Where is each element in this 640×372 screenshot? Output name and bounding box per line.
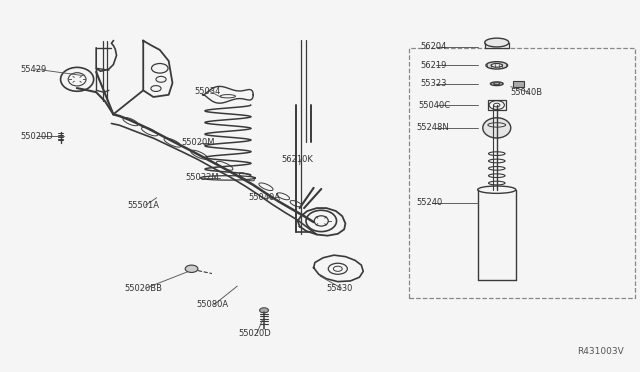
Text: 55501A: 55501A	[127, 201, 159, 210]
Ellipse shape	[483, 118, 511, 138]
Ellipse shape	[490, 82, 503, 86]
Text: 56219: 56219	[420, 61, 447, 70]
Text: 55040C: 55040C	[419, 100, 451, 110]
Text: 56210K: 56210K	[282, 155, 314, 164]
Text: 55240: 55240	[417, 198, 443, 207]
Bar	[513, 81, 524, 87]
Text: 55248N: 55248N	[417, 124, 449, 132]
Text: 55032M: 55032M	[185, 173, 219, 182]
Text: 55020D: 55020D	[239, 328, 271, 338]
Bar	[488, 100, 506, 110]
Ellipse shape	[491, 64, 502, 67]
Text: 55080A: 55080A	[196, 300, 228, 309]
Circle shape	[185, 265, 198, 272]
Text: 55020D: 55020D	[20, 132, 52, 141]
Text: 55040B: 55040B	[511, 88, 543, 97]
Text: 55040A: 55040A	[249, 193, 281, 202]
Text: 55323: 55323	[420, 79, 447, 88]
Text: 55429: 55429	[20, 64, 46, 74]
Text: 55020M: 55020M	[181, 138, 215, 147]
Ellipse shape	[484, 38, 509, 47]
Ellipse shape	[493, 83, 500, 85]
Circle shape	[260, 308, 269, 313]
Text: 56204: 56204	[420, 42, 447, 51]
Ellipse shape	[486, 62, 508, 69]
Text: 55034: 55034	[194, 87, 220, 96]
Bar	[409, 48, 635, 298]
Text: 55430: 55430	[326, 284, 353, 293]
Text: R431003V: R431003V	[577, 347, 624, 356]
Text: 55020BB: 55020BB	[124, 284, 162, 293]
